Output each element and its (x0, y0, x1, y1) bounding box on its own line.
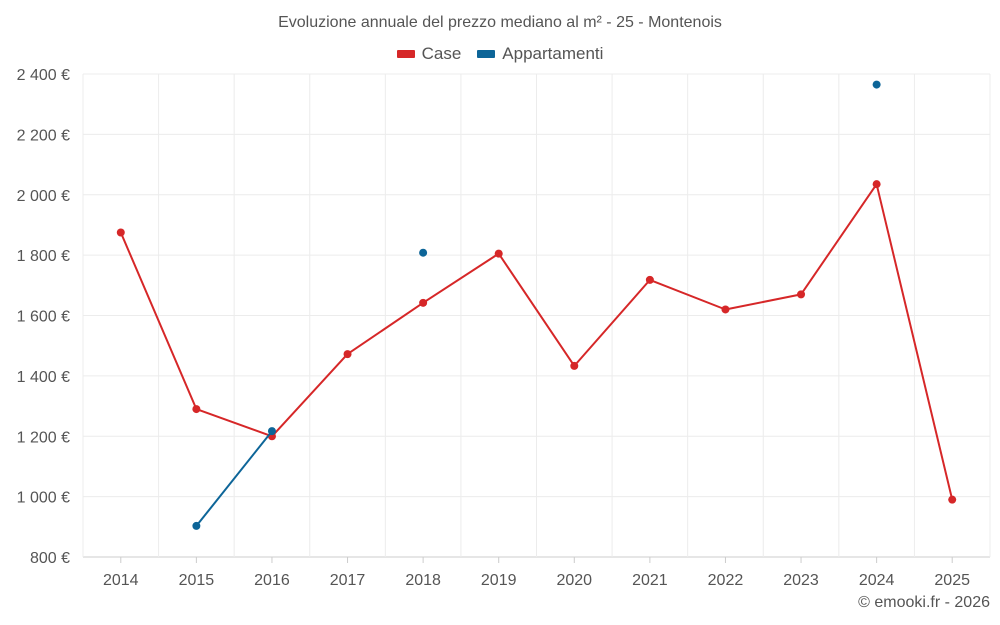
x-tick-label: 2016 (254, 572, 290, 589)
chart-title: Evoluzione annuale del prezzo mediano al… (278, 14, 722, 31)
data-point-case[interactable] (570, 361, 579, 370)
data-point-appartamenti[interactable] (419, 248, 428, 257)
x-tick-label: 2018 (405, 572, 441, 589)
x-tick-label: 2022 (708, 572, 744, 589)
data-point-case[interactable] (721, 305, 730, 314)
y-tick-label: 1 400 € (17, 369, 70, 386)
data-point-case[interactable] (494, 249, 503, 258)
x-tick-label: 2015 (179, 572, 215, 589)
data-point-case[interactable] (116, 228, 125, 237)
legend-item-appartamenti[interactable]: Appartamenti (477, 44, 603, 64)
x-tick-label: 2021 (632, 572, 668, 589)
data-point-case[interactable] (419, 298, 428, 307)
x-tick-label: 2014 (103, 572, 139, 589)
legend-label-case: Case (421, 44, 462, 63)
x-tick-label: 2025 (934, 572, 970, 589)
data-point-case[interactable] (343, 350, 352, 359)
data-point-case[interactable] (872, 180, 881, 189)
y-tick-label: 1 200 € (17, 429, 70, 446)
legend: Case Appartamenti (0, 44, 1000, 64)
data-point-appartamenti[interactable] (872, 80, 881, 89)
data-point-appartamenti[interactable] (192, 521, 201, 530)
x-tick-label: 2019 (481, 572, 517, 589)
x-tick-label: 2024 (859, 572, 895, 589)
legend-label-appartamenti: Appartamenti (502, 44, 604, 63)
x-tick-label: 2020 (556, 572, 592, 589)
y-tick-label: 1 600 € (17, 309, 70, 326)
y-tick-label: 2 200 € (17, 127, 70, 144)
data-point-case[interactable] (192, 405, 201, 414)
data-point-case[interactable] (797, 290, 806, 299)
y-tick-label: 1 000 € (17, 490, 70, 507)
x-tick-label: 2023 (783, 572, 819, 589)
legend-swatch-case (396, 50, 415, 58)
data-point-case[interactable] (948, 495, 957, 504)
series-line-appartamenti (195, 430, 273, 527)
legend-item-case[interactable]: Case (396, 44, 462, 64)
data-point-appartamenti[interactable] (267, 427, 276, 436)
data-point-case[interactable] (645, 275, 654, 284)
legend-swatch-appartamenti (477, 50, 496, 58)
x-tick-label: 2017 (330, 572, 366, 589)
y-tick-label: 800 € (30, 550, 70, 567)
y-tick-label: 1 800 € (17, 248, 70, 265)
credit-text: © emooki.fr - 2026 (858, 594, 990, 611)
series-line-case (119, 183, 954, 500)
y-tick-label: 2 000 € (17, 188, 70, 205)
y-tick-label: 2 400 € (17, 67, 70, 84)
